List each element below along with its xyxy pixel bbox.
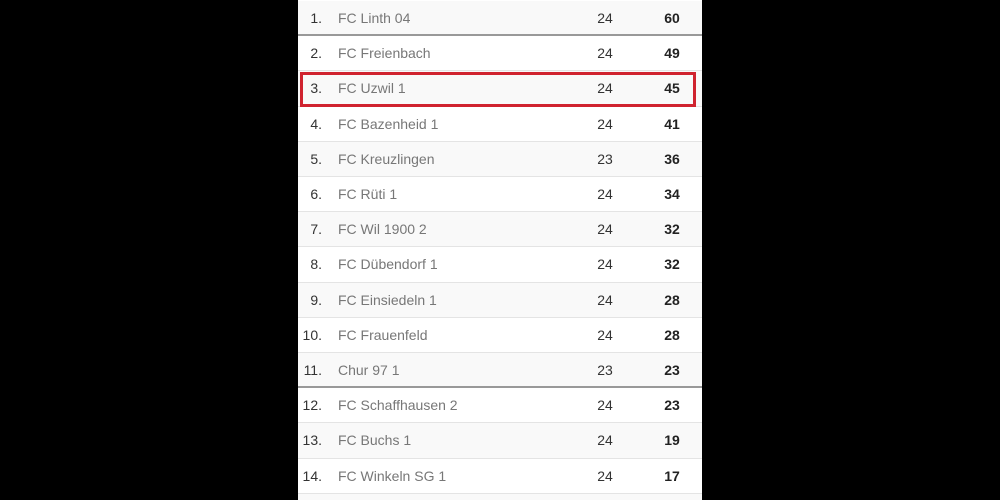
table-row[interactable]: 10. FC Frauenfeld 24 28 xyxy=(298,318,702,353)
table-row[interactable]: 2. FC Freienbach 24 49 xyxy=(298,36,702,72)
points: 32 xyxy=(664,221,680,238)
table-row[interactable]: 8. FC Dübendorf 1 24 32 xyxy=(298,247,702,283)
team-name: FC Bazenheid 1 xyxy=(338,115,439,132)
points: 32 xyxy=(664,256,680,273)
games-played: 23 xyxy=(597,361,613,378)
points: 19 xyxy=(664,432,680,449)
points: 36 xyxy=(664,150,680,167)
rank-cell: 5. xyxy=(310,150,322,167)
points: 45 xyxy=(664,80,680,97)
games-played: 24 xyxy=(597,45,613,62)
team-name: FC Rüti 1 xyxy=(338,186,398,203)
rank-cell: 2. xyxy=(310,45,322,62)
team-name: FC Dübendorf 1 xyxy=(338,256,438,273)
team-name: FC Frauenfeld xyxy=(338,326,428,343)
table-row[interactable]: 12. FC Schaffhausen 2 24 23 xyxy=(298,388,702,424)
games-played: 23 xyxy=(597,150,613,167)
rank-cell: 11. xyxy=(303,361,322,378)
rank-cell: 8. xyxy=(310,256,322,273)
table-row[interactable]: 4. FC Bazenheid 1 24 41 xyxy=(298,107,702,142)
rank-cell: 12. xyxy=(302,397,322,414)
points: 34 xyxy=(664,186,680,203)
table-row[interactable]: 11. Chur 97 1 23 23 xyxy=(298,353,702,389)
rank-cell: 9. xyxy=(310,291,322,308)
rank-cell: 6. xyxy=(310,186,322,203)
rank-cell: 13. xyxy=(302,432,322,449)
rank-cell: 4. xyxy=(310,115,322,132)
games-played: 24 xyxy=(597,291,613,308)
games-played: 24 xyxy=(597,256,613,273)
team-name: FC Freienbach xyxy=(338,45,431,62)
table-row[interactable]: 13. FC Buchs 1 24 19 xyxy=(298,423,702,459)
games-played: 24 xyxy=(597,221,613,238)
table-row[interactable]: 5. FC Kreuzlingen 23 36 xyxy=(298,141,702,177)
standings-table: 1. FC Linth 04 24 60 2. FC Freienbach 24 49 3. FC… xyxy=(298,0,702,500)
points: 17 xyxy=(664,467,680,484)
table-row[interactable]: 9. FC Einsiedeln 1 24 28 xyxy=(298,282,702,318)
games-played: 24 xyxy=(597,9,613,26)
points: 60 xyxy=(664,9,680,26)
rank-cell: 7. xyxy=(310,221,322,238)
games-played: 24 xyxy=(597,115,613,132)
points: 23 xyxy=(664,397,680,414)
points: 49 xyxy=(664,45,680,62)
games-played: 24 xyxy=(597,397,613,414)
points: 41 xyxy=(664,115,680,132)
rank-cell: 1. xyxy=(310,9,322,26)
team-name: FC Einsiedeln 1 xyxy=(338,291,437,308)
table-row[interactable]: 14. FC Winkeln SG 1 24 17 xyxy=(298,459,702,494)
team-name: FC Kreuzlingen xyxy=(338,150,435,167)
games-played: 24 xyxy=(597,186,613,203)
games-played: 24 xyxy=(597,467,613,484)
points: 28 xyxy=(664,326,680,343)
table-row-partial xyxy=(298,494,702,500)
team-name: Chur 97 1 xyxy=(338,361,400,378)
team-name: FC Wil 1900 2 xyxy=(338,221,427,238)
team-name: FC Schaffhausen 2 xyxy=(338,397,458,414)
team-name: FC Uzwil 1 xyxy=(338,80,406,97)
games-played: 24 xyxy=(597,432,613,449)
team-name: FC Winkeln SG 1 xyxy=(338,467,447,484)
table-row[interactable]: 1. FC Linth 04 24 60 xyxy=(298,1,702,37)
rank-cell: 14. xyxy=(302,467,322,484)
table-row[interactable]: 6. FC Rüti 1 24 34 xyxy=(298,177,702,213)
games-played: 24 xyxy=(597,326,613,343)
points: 28 xyxy=(664,291,680,308)
games-played: 24 xyxy=(597,80,613,97)
table-row[interactable]: 7. FC Wil 1900 2 24 32 xyxy=(298,212,702,248)
team-name: FC Buchs 1 xyxy=(338,432,412,449)
rank-cell: 10. xyxy=(302,326,322,343)
table-row[interactable]: 3. FC Uzwil 1 24 45 xyxy=(298,71,702,107)
points: 23 xyxy=(664,361,680,378)
team-name: FC Linth 04 xyxy=(338,9,411,26)
rank-cell: 3. xyxy=(310,80,322,97)
highlight-box xyxy=(300,72,696,107)
